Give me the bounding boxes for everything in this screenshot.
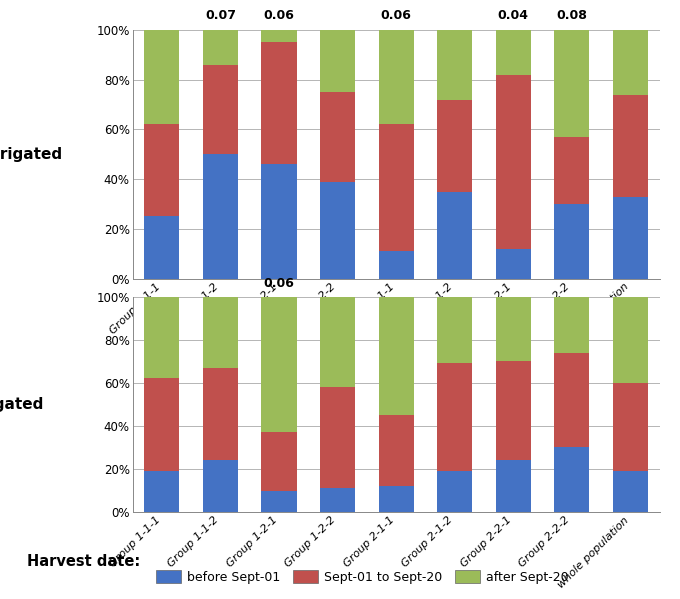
Bar xyxy=(379,30,413,125)
Bar xyxy=(496,297,531,361)
Text: 0.07: 0.07 xyxy=(205,10,236,23)
Bar xyxy=(437,99,472,192)
Bar xyxy=(320,92,355,181)
Bar xyxy=(261,43,296,164)
Bar xyxy=(320,488,355,512)
Legend: before Sept-01, Sept-01 to Sept-20, after Sept-20: before Sept-01, Sept-01 to Sept-20, afte… xyxy=(156,570,568,584)
Bar xyxy=(379,251,413,279)
Bar xyxy=(613,383,648,471)
Bar xyxy=(554,204,590,279)
Bar xyxy=(496,361,531,461)
Bar xyxy=(437,192,472,279)
Bar xyxy=(203,65,238,154)
Text: 0.08: 0.08 xyxy=(556,10,588,23)
Bar xyxy=(144,30,180,125)
Bar xyxy=(496,75,531,249)
Bar xyxy=(261,30,296,43)
Bar xyxy=(379,415,413,486)
Bar xyxy=(320,30,355,92)
Bar xyxy=(203,368,238,461)
Bar xyxy=(554,353,590,447)
Bar xyxy=(496,249,531,279)
Bar xyxy=(613,95,648,196)
Text: Irrigated: Irrigated xyxy=(0,397,44,412)
Bar xyxy=(554,297,590,353)
Bar xyxy=(144,125,180,216)
Bar xyxy=(261,297,296,432)
Bar xyxy=(437,471,472,512)
Bar xyxy=(437,364,472,471)
Bar xyxy=(613,30,648,95)
Bar xyxy=(554,137,590,204)
Bar xyxy=(554,30,590,137)
Bar xyxy=(144,471,180,512)
Text: 0.06: 0.06 xyxy=(264,277,294,290)
Bar xyxy=(379,125,413,251)
Bar xyxy=(261,164,296,279)
Text: 0.06: 0.06 xyxy=(381,10,411,23)
Bar xyxy=(144,379,180,471)
Bar xyxy=(437,30,472,99)
Bar xyxy=(261,491,296,512)
Bar xyxy=(379,486,413,512)
Text: 0.06: 0.06 xyxy=(264,10,294,23)
Bar xyxy=(203,297,238,368)
Bar xyxy=(144,216,180,279)
Bar xyxy=(203,30,238,65)
Bar xyxy=(613,196,648,279)
Bar xyxy=(203,461,238,512)
Bar xyxy=(437,297,472,364)
Bar xyxy=(320,387,355,488)
Bar xyxy=(379,297,413,415)
Text: Harvest date:: Harvest date: xyxy=(27,554,141,570)
Bar xyxy=(144,297,180,379)
Bar xyxy=(496,30,531,75)
Bar xyxy=(320,181,355,279)
Text: 0.04: 0.04 xyxy=(498,10,529,23)
Bar xyxy=(613,471,648,512)
Bar xyxy=(554,447,590,512)
Text: Not Irrigated: Not Irrigated xyxy=(0,147,62,162)
Bar xyxy=(203,154,238,279)
Bar xyxy=(496,461,531,512)
Bar xyxy=(613,297,648,383)
Bar xyxy=(320,297,355,387)
Bar xyxy=(261,432,296,491)
